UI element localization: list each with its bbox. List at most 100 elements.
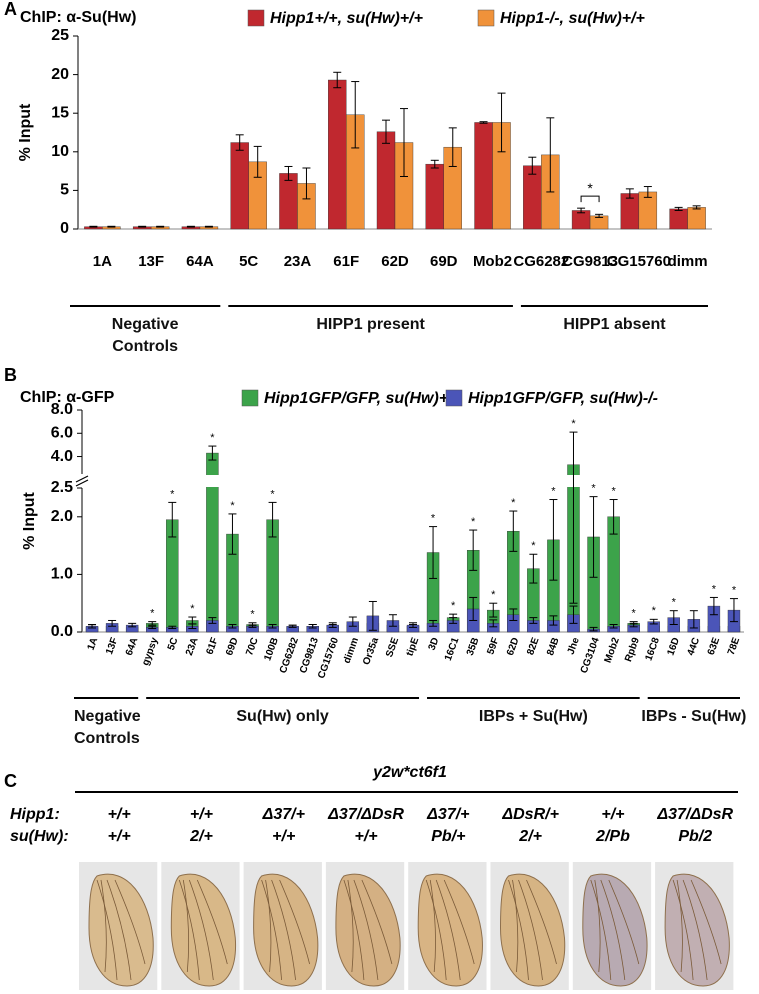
error-bar — [589, 496, 598, 578]
legend-label: Hipp1GFP/GFP, su(Hw)+/+ — [264, 390, 462, 407]
error-bar — [629, 622, 638, 628]
wing-vein — [279, 879, 310, 965]
genotype-cell: ΔDsR/+ — [501, 806, 559, 823]
chart-title: ChIP: α-Su(Hw) — [20, 9, 136, 26]
bar — [687, 207, 706, 230]
legend-label: Hipp1-/-, su(Hw)+/+ — [500, 10, 645, 27]
wing-vein — [196, 879, 228, 965]
y-tick-label: 15 — [51, 104, 69, 121]
significance-mark: * — [150, 608, 155, 620]
genotype-cell: +/+ — [354, 828, 377, 845]
wing-vein — [600, 879, 626, 981]
genotype-cell: 2/Pb — [595, 828, 630, 845]
error-bar — [669, 610, 678, 626]
error-bar — [168, 501, 177, 538]
y-axis-label: % Input — [21, 491, 38, 549]
wing-vein — [106, 879, 132, 981]
error-bar — [288, 624, 297, 628]
error-bar — [368, 600, 377, 631]
significance-mark: * — [471, 516, 476, 528]
significance-mark: * — [672, 597, 677, 609]
significance-mark: * — [611, 485, 616, 497]
error-bar — [302, 167, 311, 200]
error-bar — [430, 159, 439, 169]
significance-mark: * — [230, 500, 235, 512]
error-bar — [649, 618, 658, 625]
x-tick-label: 84B — [545, 636, 562, 657]
x-tick-label: SSE — [384, 636, 401, 659]
y-tick-label: 2.5 — [51, 479, 73, 496]
error-bar — [268, 501, 277, 538]
error-bar — [489, 602, 498, 618]
x-tick-label: 1A — [86, 636, 101, 652]
group-label: IBPs - Su(Hw) — [641, 708, 747, 725]
genotype-cell: 2/+ — [518, 828, 542, 845]
bar — [523, 165, 542, 230]
error-bar — [148, 621, 157, 626]
axis-break — [75, 475, 89, 483]
significance-mark: * — [732, 584, 737, 596]
error-bar — [692, 205, 701, 210]
error-bar — [204, 225, 213, 228]
significance-mark: * — [451, 600, 456, 612]
axis-break — [75, 479, 89, 487]
x-tick-label: 69D — [224, 636, 241, 657]
error-bar — [674, 206, 683, 211]
y-tick-label: 5 — [60, 182, 69, 199]
error-bar — [107, 225, 116, 228]
significance-mark: * — [270, 488, 275, 500]
wing-vein — [114, 879, 146, 965]
wing — [335, 873, 401, 987]
wing-vein — [690, 879, 722, 965]
x-tick-label: 70C — [244, 636, 261, 657]
wing-vein — [353, 879, 379, 981]
x-tick-label: 1A — [93, 253, 112, 270]
genotype-cell: Δ37/+ — [262, 806, 305, 823]
error-bar — [409, 622, 417, 628]
x-tick-label: CG9813 — [562, 253, 618, 270]
legend-swatch — [445, 389, 463, 407]
wing-vein — [682, 879, 708, 981]
error-bar — [351, 81, 360, 149]
error-bar — [253, 145, 262, 178]
x-tick-label: 63E — [706, 636, 723, 657]
significance-mark: * — [571, 418, 576, 430]
error-bar — [529, 617, 538, 624]
significance-mark: * — [632, 608, 637, 620]
significance-mark: * — [170, 488, 175, 500]
x-tick-label: CG15760 — [607, 253, 671, 270]
x-tick-label: 3D — [427, 636, 442, 652]
error-bar — [208, 445, 217, 461]
row-label: su(Hw): — [10, 828, 69, 845]
x-tick-label: Mob2 — [603, 636, 622, 665]
error-bar — [188, 623, 197, 630]
error-bar — [546, 117, 555, 193]
x-tick-label: CG6282 — [513, 253, 569, 270]
legend-swatch — [241, 389, 259, 407]
x-tick-label: dimm — [342, 636, 361, 665]
x-tick-label: 100B — [262, 636, 281, 662]
bar — [620, 193, 640, 230]
y-tick-label: 0 — [60, 220, 69, 237]
y-tick-label: 25 — [51, 27, 69, 44]
significance-mark: * — [190, 603, 195, 615]
wing-vein — [271, 879, 296, 981]
genotype-cell: Δ37/+ — [426, 806, 469, 823]
significance-bracket — [580, 195, 600, 203]
y-tick-label: 4.0 — [51, 448, 73, 465]
genotype-cell: Δ37/ΔDsR — [656, 806, 733, 823]
genotype-cell: Pb/2 — [678, 828, 712, 845]
error-bar — [509, 510, 518, 552]
error-bar — [128, 622, 137, 628]
legend-swatch — [477, 9, 495, 27]
error-bar — [88, 624, 97, 629]
x-tick-label: 13F — [104, 636, 120, 656]
significance-mark: * — [250, 609, 255, 621]
x-tick-label: 23A — [184, 636, 201, 657]
genotype-cell: Δ37/ΔDsR — [327, 806, 404, 823]
significance-mark: * — [210, 432, 215, 444]
error-bar — [138, 225, 147, 228]
x-tick-label: 82E — [525, 636, 542, 657]
error-bar — [509, 608, 518, 621]
x-tick-label: 64A — [124, 636, 141, 657]
